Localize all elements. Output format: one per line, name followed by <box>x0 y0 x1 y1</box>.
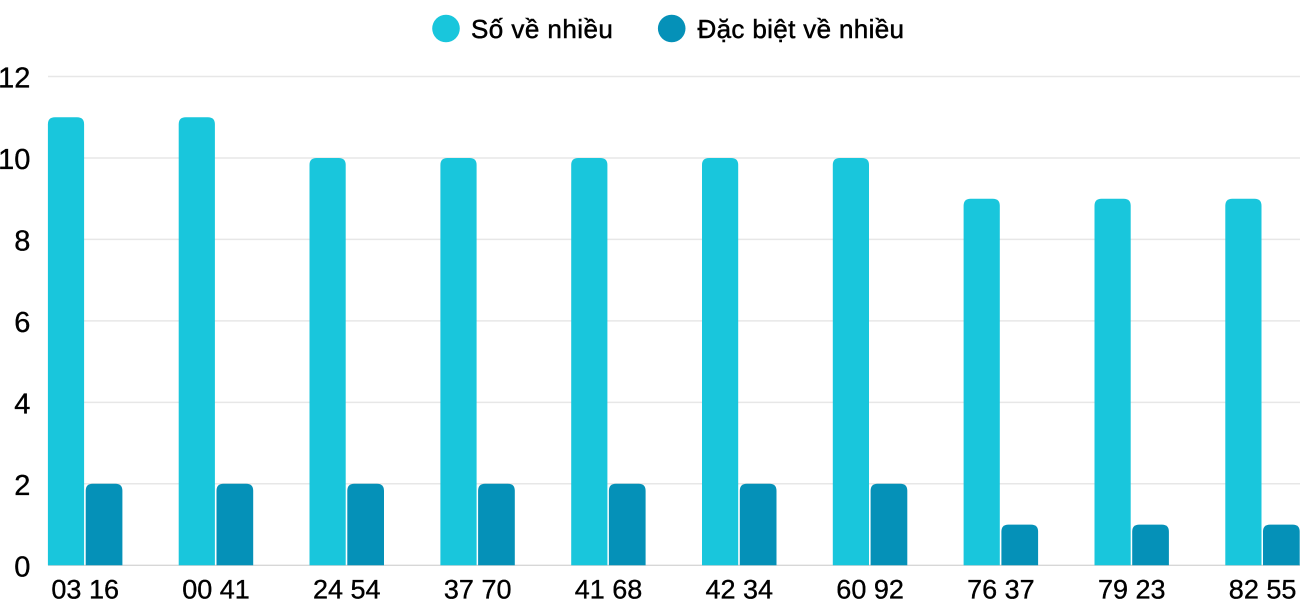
svg-text:00 41: 00 41 <box>182 574 250 600</box>
svg-text:03 16: 03 16 <box>51 574 119 600</box>
svg-text:79 23: 79 23 <box>1098 574 1166 600</box>
svg-text:24 54: 24 54 <box>313 574 381 600</box>
svg-text:2: 2 <box>14 470 30 502</box>
svg-text:37 70: 37 70 <box>444 574 512 600</box>
svg-text:82 55: 82 55 <box>1229 574 1297 600</box>
svg-text:6: 6 <box>14 307 30 339</box>
svg-text:4: 4 <box>14 388 30 420</box>
svg-text:76 37: 76 37 <box>967 574 1035 600</box>
svg-text:41 68: 41 68 <box>575 574 643 600</box>
svg-text:0: 0 <box>14 551 30 583</box>
svg-text:8: 8 <box>14 225 30 257</box>
svg-text:Số về nhiều: Số về nhiều <box>471 14 613 44</box>
svg-text:10: 10 <box>0 144 30 176</box>
svg-text:12: 12 <box>0 63 30 95</box>
svg-text:42 34: 42 34 <box>706 574 774 600</box>
svg-text:Đặc biệt về nhiều: Đặc biệt về nhiều <box>698 14 905 44</box>
svg-text:60 92: 60 92 <box>836 574 904 600</box>
